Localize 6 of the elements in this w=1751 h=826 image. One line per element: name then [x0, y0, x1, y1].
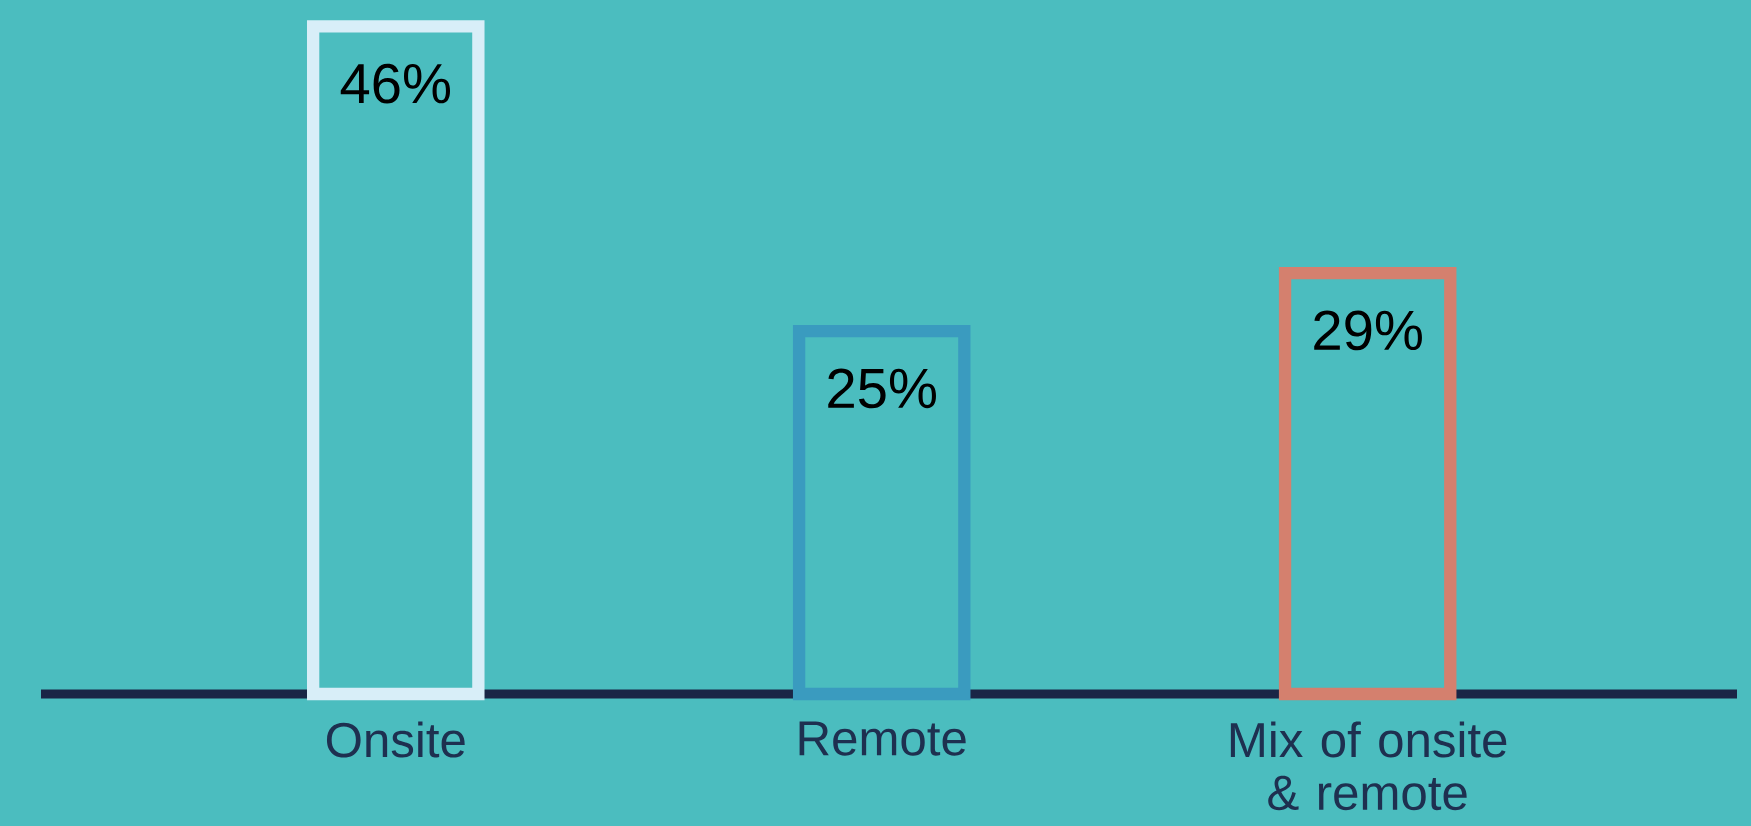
x-tick-label: Onsite	[326, 721, 465, 758]
x-tick-label: Mix of onsite & remote	[1230, 721, 1507, 811]
x-tick-label: Remote	[799, 721, 966, 756]
data-label: 25%	[828, 368, 936, 409]
data-label: 46%	[340, 63, 451, 104]
data-label: 29%	[1314, 310, 1422, 351]
